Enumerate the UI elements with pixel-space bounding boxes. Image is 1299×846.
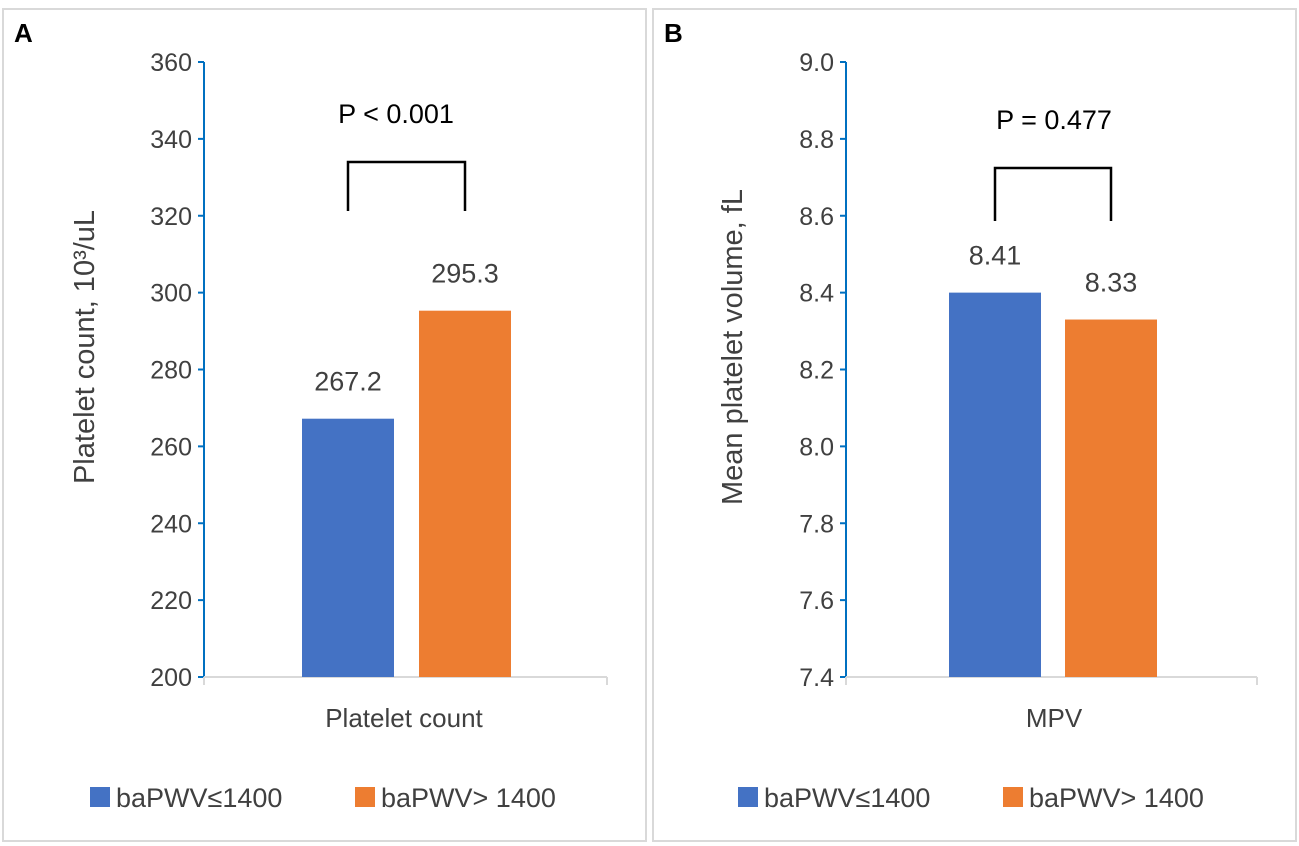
- y-tick-label: 8.4: [799, 280, 834, 308]
- y-tick-label: 9.0: [799, 49, 834, 77]
- legend-swatch-series-2: [1003, 787, 1023, 807]
- bar-1: [302, 418, 394, 677]
- legend-swatch-series-1: [738, 787, 758, 807]
- y-tick-label: 7.8: [799, 510, 834, 538]
- y-tick-label: 8.8: [799, 126, 834, 154]
- significance-bracket: [993, 166, 1113, 221]
- y-tick-label: 8.2: [799, 357, 834, 385]
- y-tick-label: 300: [150, 280, 192, 308]
- panel-letter-b: B: [664, 18, 683, 48]
- legend-label-series-1: baPWV≤1400: [116, 783, 282, 813]
- y-tick-label: 340: [150, 126, 192, 154]
- panel-a: A Platelet count, 10³/uL Platelet count …: [2, 8, 647, 842]
- y-tick-label: 240: [150, 510, 192, 538]
- panel-letter-a: A: [14, 18, 33, 48]
- x-category-label: MPV: [1026, 703, 1083, 733]
- data-label-2: 295.3: [431, 259, 499, 289]
- y-tick-label: 7.4: [799, 664, 834, 692]
- y-tick-label: 8.6: [799, 203, 834, 231]
- chart-a-svg: A Platelet count, 10³/uL Platelet count …: [14, 18, 608, 813]
- p-value-annotation: P = 0.477: [996, 105, 1112, 135]
- legend-label-series-2: baPWV> 1400: [381, 783, 556, 813]
- y-tick-label: 7.6: [799, 587, 834, 615]
- data-label-2: 8.33: [1085, 268, 1138, 298]
- y-tick-label: 220: [150, 587, 192, 615]
- data-label-1: 8.41: [969, 241, 1022, 271]
- legend-swatch-series-1: [90, 787, 110, 807]
- y-tick-label: 320: [150, 203, 192, 231]
- legend-label-series-2: baPWV> 1400: [1029, 783, 1204, 813]
- p-value-annotation: P < 0.001: [338, 99, 454, 129]
- y-axis-label: Platelet count, 10³/uL: [69, 210, 101, 484]
- data-label-1: 267.2: [314, 367, 382, 397]
- legend-swatch-series-2: [355, 787, 375, 807]
- y-axis-label-b: Mean platelet volume, fL: [717, 189, 749, 505]
- x-category-label: Platelet count: [325, 703, 483, 733]
- y-tick-label: 200: [150, 664, 192, 692]
- y-tick-label: 260: [150, 433, 192, 461]
- y-tick-label: 360: [150, 49, 192, 77]
- y-tick-label: 8.0: [799, 433, 834, 461]
- bar-2: [419, 310, 511, 677]
- significance-bracket: [346, 160, 467, 211]
- legend-label-series-1: baPWV≤1400: [764, 783, 930, 813]
- bar-1: [949, 292, 1041, 677]
- bar-2: [1065, 319, 1157, 677]
- chart-b-svg: B Mean platelet volume, fL Mean platelet…: [664, 18, 1258, 813]
- y-tick-label: 280: [150, 357, 192, 385]
- panel-b: B Mean platelet volume, fL Mean platelet…: [652, 8, 1297, 842]
